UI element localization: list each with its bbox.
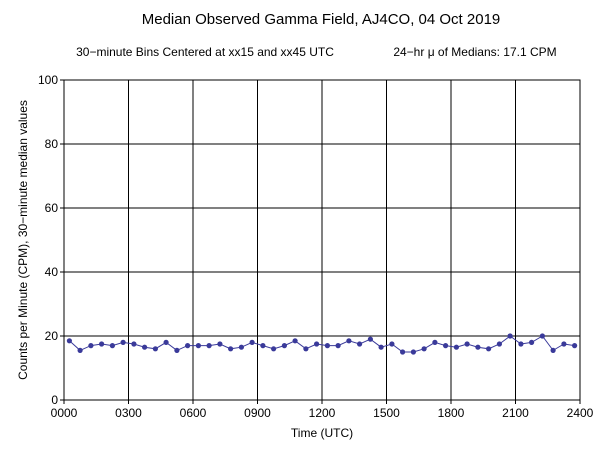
data-point <box>464 341 470 347</box>
x-tick-label: 1200 <box>309 406 336 420</box>
data-point <box>142 344 148 350</box>
y-axis: 0 20 40 60 80 100 <box>38 73 64 407</box>
data-point <box>238 344 244 350</box>
x-tick-label: 1800 <box>438 406 465 420</box>
y-tick-label: 100 <box>38 73 58 87</box>
data-point <box>206 343 212 349</box>
data-point <box>443 343 449 349</box>
data-point <box>367 336 373 342</box>
data-point <box>152 346 158 352</box>
data-point <box>335 343 341 349</box>
data-point <box>378 344 384 350</box>
chart-title: Median Observed Gamma Field, AJ4CO, 04 O… <box>142 11 501 28</box>
data-point <box>66 338 72 344</box>
x-tick-label: 0600 <box>180 406 207 420</box>
data-point <box>529 339 535 345</box>
data-point <box>195 343 201 349</box>
data-point <box>163 339 169 345</box>
chart-subtitle-mean: 24−hr μ of Medians: 17.1 CPM <box>393 45 556 59</box>
data-point <box>389 341 395 347</box>
data-point <box>88 343 94 349</box>
data-point <box>185 343 191 349</box>
data-point <box>174 347 180 353</box>
data-point <box>421 346 427 352</box>
data-point <box>400 349 406 355</box>
data-point <box>518 341 524 347</box>
data-point <box>77 347 83 353</box>
x-tick-label: 2100 <box>502 406 529 420</box>
data-point <box>539 333 546 339</box>
data-point <box>120 339 126 345</box>
data-point <box>217 341 223 347</box>
data-point <box>507 333 513 339</box>
data-point <box>314 341 320 347</box>
chart-subtitle-bins: 30−minute Bins Centered at xx15 and xx45… <box>76 45 334 59</box>
data-point <box>475 344 481 350</box>
data-point <box>99 341 105 347</box>
data-point <box>486 346 492 352</box>
data-point <box>432 339 438 345</box>
data-point <box>357 341 363 347</box>
x-tick-label: 0900 <box>244 406 271 420</box>
data-point <box>271 346 277 352</box>
data-point <box>572 343 578 349</box>
data-point <box>561 341 567 347</box>
data-point <box>324 343 330 349</box>
series-points <box>66 333 578 355</box>
x-tick-label: 1500 <box>373 406 400 420</box>
data-point <box>346 338 352 344</box>
data-point <box>131 341 137 347</box>
x-tick-label: 0000 <box>51 406 78 420</box>
data-point <box>109 343 115 349</box>
data-point <box>453 344 459 350</box>
grid <box>63 79 581 401</box>
data-point <box>550 347 556 353</box>
y-tick-label: 20 <box>45 329 59 343</box>
data-point <box>292 338 298 344</box>
data-point <box>281 343 287 349</box>
data-point <box>410 349 416 355</box>
x-tick-label: 0300 <box>115 406 142 420</box>
y-tick-label: 60 <box>45 201 59 215</box>
data-point <box>496 341 502 347</box>
data-point <box>228 346 234 352</box>
x-tick-label: 2400 <box>567 406 594 420</box>
data-point <box>303 346 309 352</box>
data-point <box>249 339 255 345</box>
data-point <box>260 343 266 349</box>
y-tick-label: 0 <box>51 393 58 407</box>
y-tick-label: 40 <box>45 265 59 279</box>
x-axis: 0000 0300 0600 0900 1200 1500 1800 2100 2400 <box>51 400 594 420</box>
y-axis-label: Counts per Minute (CPM), 30−minute media… <box>16 100 30 380</box>
y-tick-label: 80 <box>45 137 59 151</box>
x-axis-label: Time (UTC) <box>291 426 353 440</box>
